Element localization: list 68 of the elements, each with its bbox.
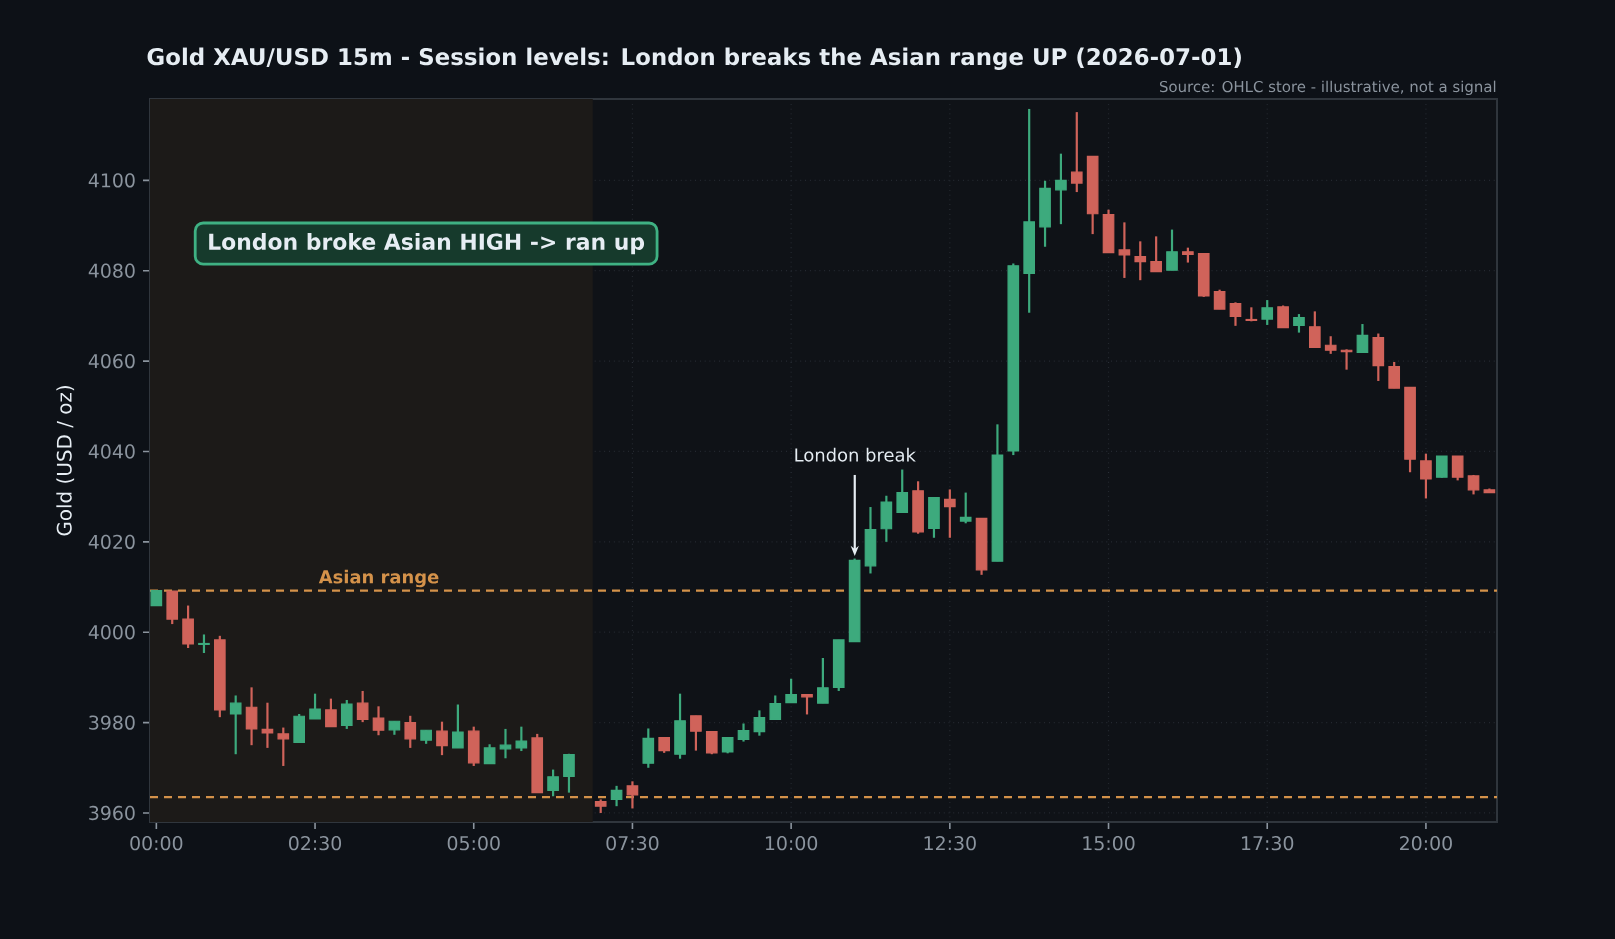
candlestick xyxy=(198,633,210,655)
candlestick xyxy=(277,726,290,768)
annotation: London broke Asian HIGH -> ran up xyxy=(209,232,645,255)
x-tick-label: 00:00 xyxy=(130,836,183,851)
x-tick-label: 15:00 xyxy=(1083,836,1135,851)
x-tick-label: 05:00 xyxy=(447,836,500,851)
candlestick xyxy=(1261,298,1274,327)
candlestick xyxy=(1451,454,1464,482)
candlestick xyxy=(1166,228,1178,272)
y-tick-label: 4080 xyxy=(88,263,135,278)
candlestick xyxy=(626,780,639,810)
y-tick-label: 4000 xyxy=(88,625,135,640)
candlestick xyxy=(1229,301,1242,327)
candlestick xyxy=(785,677,797,704)
candlestick xyxy=(769,694,782,721)
candlestick xyxy=(325,697,337,728)
candlestick xyxy=(1435,454,1448,479)
x-tick-label: 12:30 xyxy=(924,836,976,851)
candlestick xyxy=(372,705,385,737)
candlestick xyxy=(1420,452,1432,500)
y-tick-label: 4060 xyxy=(88,353,135,369)
candlestick xyxy=(547,768,559,798)
candlestick xyxy=(943,488,956,539)
candlestick xyxy=(245,686,258,747)
candlestick xyxy=(753,709,766,737)
candlestick xyxy=(1070,111,1083,194)
source-note: Source: OHLC store - illustrative, not a signal xyxy=(1159,80,1496,96)
candlestick xyxy=(483,743,496,765)
candlestick xyxy=(356,689,369,724)
x-tick-label: 10:00 xyxy=(765,836,818,851)
candlestick xyxy=(436,720,448,757)
y-tick-label: 3960 xyxy=(89,805,135,821)
x-tick-label: 20:00 xyxy=(1400,836,1452,851)
candlestick xyxy=(404,714,417,749)
y-axis-title: Gold (USD / oz) xyxy=(56,386,75,536)
candlestick xyxy=(1055,152,1067,226)
y-tick-label: 3980 xyxy=(89,715,135,730)
candlestick xyxy=(452,703,464,749)
y-tick-label: 4040 xyxy=(88,444,135,459)
candlestick xyxy=(896,468,909,514)
annotation: London break xyxy=(795,447,916,462)
x-tick-label: 07:30 xyxy=(606,836,659,851)
x-tick-label: 02:30 xyxy=(289,836,342,851)
candlestick xyxy=(515,725,528,753)
candlestick xyxy=(229,694,242,756)
candlestick xyxy=(959,491,972,525)
candlestick xyxy=(1118,221,1131,280)
ref-line-label: Asian range xyxy=(318,569,439,588)
candlestick xyxy=(610,784,623,808)
candlestick xyxy=(1134,240,1147,282)
candlestick xyxy=(1308,310,1321,349)
candlestick xyxy=(817,656,829,705)
candlestick xyxy=(261,701,274,749)
candlestick xyxy=(801,693,813,716)
candlestick xyxy=(1150,235,1162,273)
candlestick xyxy=(737,722,750,743)
candlestick xyxy=(1213,288,1226,311)
x-tick-label: 17:30 xyxy=(1242,836,1294,851)
candlestick xyxy=(1293,312,1305,334)
candlestick xyxy=(1356,322,1369,354)
candlestick xyxy=(340,698,353,731)
y-tick-label: 4100 xyxy=(88,173,135,188)
chart-title: Gold XAU/USD 15m - Session levels: London breaks the Asian range UP (2026-07-01) xyxy=(147,47,1241,70)
y-tick-label: 4020 xyxy=(88,534,135,550)
candlestick xyxy=(690,714,702,752)
candlestick xyxy=(563,752,575,794)
candlestick xyxy=(1388,360,1401,390)
candlestick xyxy=(309,692,321,721)
